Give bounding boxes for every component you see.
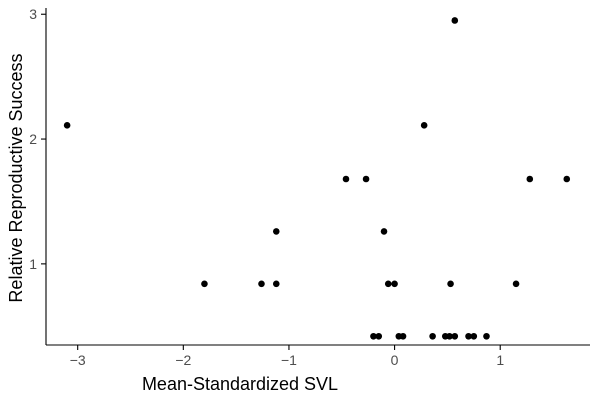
data-point [272, 280, 280, 288]
data-point [470, 332, 478, 340]
data-point [370, 332, 377, 340]
data-point [483, 332, 490, 340]
data-point [63, 122, 71, 129]
x-tick-label: −2 [175, 352, 191, 368]
data-point [384, 280, 392, 288]
y-tick-label: 1 [29, 256, 37, 272]
data-point [201, 280, 208, 288]
y-ticks: 1 2 3 [29, 6, 46, 272]
x-axis-title: Mean-Standardized SVL [142, 374, 338, 394]
y-tick-label: 3 [29, 6, 37, 22]
data-point [375, 332, 383, 340]
data-point [420, 122, 428, 129]
data-point [258, 280, 265, 288]
data-point [342, 175, 350, 183]
x-ticks: −3 −2 −1 0 1 [70, 345, 504, 368]
data-point [526, 175, 534, 183]
data-point [429, 332, 436, 340]
data-point [512, 280, 520, 288]
y-axis-title: Relative Reproductive Success [6, 53, 26, 302]
x-tick-label: 1 [496, 352, 504, 368]
points-layer [63, 17, 571, 340]
data-point [465, 332, 472, 340]
data-point [446, 332, 453, 340]
data-point [451, 17, 459, 24]
data-point [380, 228, 388, 235]
data-point [447, 280, 454, 288]
x-tick-label: 0 [391, 352, 399, 368]
data-point [451, 332, 459, 340]
data-point [563, 175, 571, 183]
data-point [399, 332, 407, 340]
data-point [362, 175, 370, 183]
x-tick-label: −1 [281, 352, 297, 368]
y-tick-label: 2 [29, 131, 37, 147]
data-point [391, 280, 398, 288]
data-point [272, 228, 280, 235]
x-tick-label: −3 [70, 352, 86, 368]
axes-layer [45, 8, 590, 346]
